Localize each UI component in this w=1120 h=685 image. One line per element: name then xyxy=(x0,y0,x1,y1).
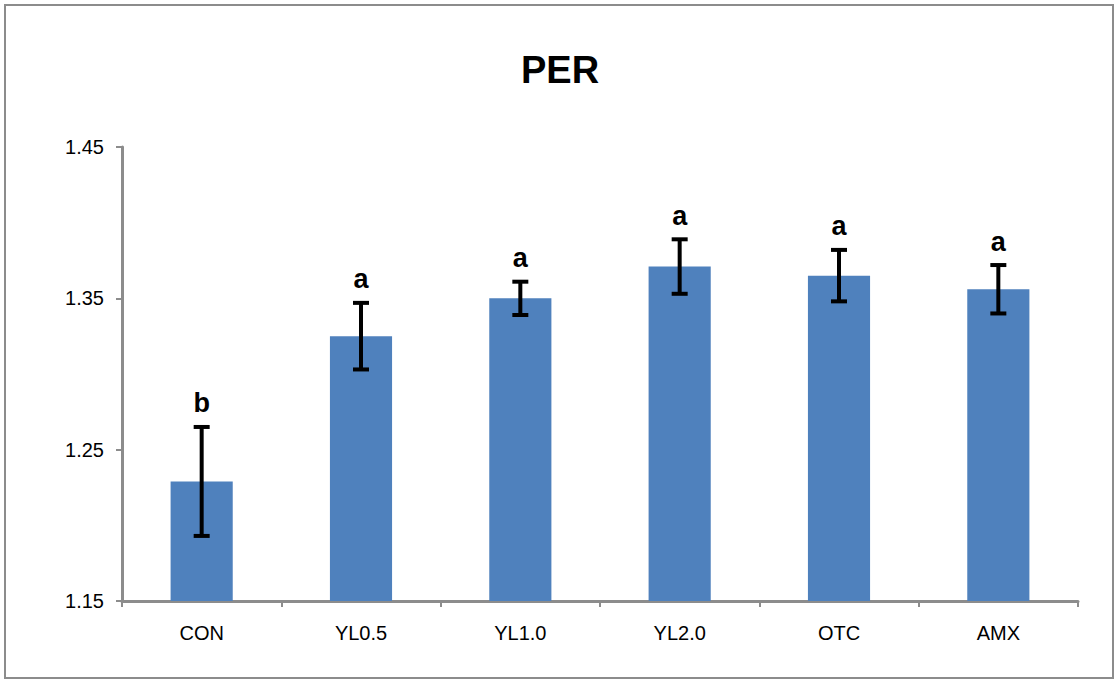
svg-text:CON: CON xyxy=(179,622,223,644)
svg-text:PER: PER xyxy=(521,49,599,91)
svg-text:a: a xyxy=(513,243,529,273)
svg-text:OTC: OTC xyxy=(818,622,860,644)
svg-text:a: a xyxy=(991,227,1007,257)
svg-text:a: a xyxy=(672,201,688,231)
svg-text:a: a xyxy=(353,264,369,294)
svg-text:b: b xyxy=(193,388,210,418)
svg-text:YL0.5: YL0.5 xyxy=(335,622,387,644)
svg-text:a: a xyxy=(831,211,847,241)
svg-text:1.35: 1.35 xyxy=(65,287,104,309)
svg-text:1.45: 1.45 xyxy=(65,136,104,158)
svg-text:YL1.0: YL1.0 xyxy=(494,622,546,644)
svg-text:YL2.0: YL2.0 xyxy=(654,622,706,644)
svg-text:1.25: 1.25 xyxy=(65,439,104,461)
svg-text:AMX: AMX xyxy=(977,622,1020,644)
svg-text:1.15: 1.15 xyxy=(65,590,104,612)
